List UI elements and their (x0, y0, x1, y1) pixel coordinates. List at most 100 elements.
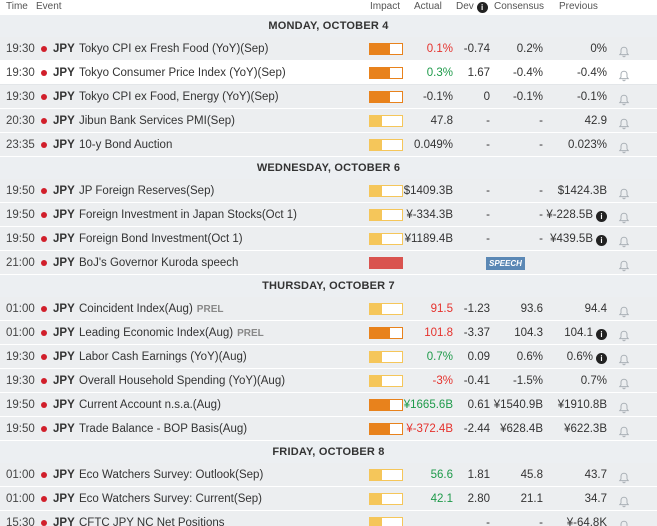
bell-icon[interactable] (618, 67, 630, 82)
event-time: 19:50 (6, 233, 35, 245)
previous-value: 43.7 (585, 463, 607, 487)
bell-icon[interactable] (618, 517, 630, 526)
event-name[interactable]: Trade Balance - BOP Basis(Aug) (79, 417, 247, 441)
event-row[interactable]: 21:00 JPY BoJ's Governor Kuroda speech SPEE… (0, 251, 657, 275)
event-time: 01:00 (6, 303, 35, 315)
previous-value: ¥-64.8K (567, 511, 607, 526)
bell-icon[interactable] (618, 115, 630, 130)
japan-flag-icon (41, 118, 47, 124)
event-currency: JPY (53, 209, 75, 221)
event-name-label: Eco Watchers Survey: Current(Sep) (79, 493, 262, 505)
event-name[interactable]: Eco Watchers Survey: Current(Sep) (79, 487, 262, 511)
bell-icon[interactable] (618, 233, 630, 248)
event-row[interactable]: 01:00 JPY Leading Economic Index(Aug) PREL 1… (0, 321, 657, 345)
event-row[interactable]: 15:30 JPY CFTC JPY NC Net Positions - - ¥-64.… (0, 511, 657, 526)
deviation-value: -0.74 (463, 43, 490, 55)
event-row[interactable]: 20:30 JPY Jibun Bank Services PMI(Sep) 47.8… (0, 109, 657, 133)
deviation-value: - (486, 233, 490, 245)
deviation-value: -0.41 (463, 375, 490, 387)
event-row[interactable]: 23:35 JPY 10-y Bond Auction 0.049% - - 0.023% (0, 133, 657, 157)
event-row[interactable]: 19:50 JPY Foreign Bond Investment(Oct 1) ¥1… (0, 227, 657, 251)
event-name[interactable]: JP Foreign Reserves(Sep) (79, 179, 214, 203)
event-name[interactable]: Overall Household Spending (YoY)(Aug) (79, 369, 285, 393)
bell-icon[interactable] (618, 257, 630, 272)
event-row[interactable]: 19:50 JPY Current Account n.s.a.(Aug) ¥1665… (0, 393, 657, 417)
bell-icon[interactable] (618, 423, 630, 438)
header-consensus[interactable]: Consensus (494, 1, 545, 12)
bell-icon[interactable] (618, 327, 630, 342)
event-name[interactable]: Eco Watchers Survey: Outlook(Sep) (79, 463, 263, 487)
actual-value: ¥1665.6B (403, 399, 453, 411)
header-impact[interactable]: Impact (370, 1, 401, 12)
revision-info-icon[interactable]: i (596, 329, 607, 340)
event-row[interactable]: 01:00 JPY Eco Watchers Survey: Current(Sep… (0, 487, 657, 511)
revision-info-icon[interactable]: i (596, 235, 607, 246)
impact-fill (369, 351, 381, 363)
event-name[interactable]: CFTC JPY NC Net Positions (79, 511, 225, 526)
impact-indicator (369, 43, 403, 55)
speech-badge[interactable]: SPEECH (486, 257, 525, 270)
header-time[interactable]: Time (6, 1, 28, 12)
header-actual[interactable]: Actual (414, 1, 442, 12)
consensus-value: - (539, 209, 543, 221)
consensus-value: -0.1% (512, 91, 543, 103)
previous-value: 0% (590, 37, 607, 61)
impact-indicator (369, 327, 403, 339)
header-previous[interactable]: Previous (559, 1, 598, 12)
bell-icon[interactable] (618, 375, 630, 390)
bell-icon[interactable] (618, 303, 630, 318)
event-row[interactable]: 19:30 JPY Labor Cash Earnings (YoY)(Aug) 0.… (0, 345, 657, 369)
event-name[interactable]: Labor Cash Earnings (YoY)(Aug) (79, 345, 247, 369)
event-name[interactable]: Foreign Investment in Japan Stocks(Oct 1… (79, 203, 297, 227)
impact-indicator (369, 303, 403, 315)
impact-indicator (369, 67, 403, 79)
bell-icon[interactable] (618, 469, 630, 484)
event-row[interactable]: 19:30 JPY Overall Household Spending (YoY)… (0, 369, 657, 393)
table-header: Time Event Impact Actual Dev i Consensus… (0, 0, 657, 15)
event-name[interactable]: Foreign Bond Investment(Oct 1) (79, 227, 243, 251)
event-time: 21:00 (6, 257, 35, 269)
event-name[interactable]: 10-y Bond Auction (79, 133, 172, 157)
event-row[interactable]: 19:50 JPY Foreign Investment in Japan Stoc… (0, 203, 657, 227)
japan-flag-icon (41, 70, 47, 76)
bell-icon[interactable] (618, 185, 630, 200)
bell-icon[interactable] (618, 493, 630, 508)
event-row[interactable]: 01:00 JPY Eco Watchers Survey: Outlook(Sep… (0, 463, 657, 487)
bell-icon[interactable] (618, 91, 630, 106)
consensus-value: -1.5% (512, 375, 543, 387)
event-name-label: Current Account n.s.a.(Aug) (79, 399, 221, 411)
header-event[interactable]: Event (36, 1, 62, 12)
event-name-label: Coincident Index(Aug) (79, 303, 193, 315)
deviation-value: - (486, 185, 490, 197)
bell-icon[interactable] (618, 351, 630, 366)
event-name[interactable]: BoJ's Governor Kuroda speech (79, 251, 238, 275)
event-row[interactable]: 19:50 JPY Trade Balance - BOP Basis(Aug) ¥-… (0, 417, 657, 441)
bell-icon[interactable] (618, 43, 630, 58)
bell-icon[interactable] (618, 399, 630, 414)
event-name[interactable]: Current Account n.s.a.(Aug) (79, 393, 221, 417)
event-name[interactable]: Coincident Index(Aug) PREL (79, 297, 223, 322)
event-row[interactable]: 01:00 JPY Coincident Index(Aug) PREL 91.5 -1.… (0, 297, 657, 321)
event-row[interactable]: 19:30 JPY Tokyo CPI ex Fresh Food (YoY)(Se… (0, 37, 657, 61)
event-name[interactable]: Leading Economic Index(Aug) PREL (79, 321, 264, 346)
event-row[interactable]: 19:50 JPY JP Foreign Reserves(Sep) $1409.3B… (0, 179, 657, 203)
event-name-label: Overall Household Spending (YoY)(Aug) (79, 375, 286, 387)
event-name-label: Jibun Bank Services PMI(Sep) (79, 115, 235, 127)
bell-icon[interactable] (618, 209, 630, 224)
event-row[interactable]: 19:30 JPY Tokyo Consumer Price Index (YoY)… (0, 61, 657, 85)
previous-value-text: 0% (590, 43, 607, 55)
bell-icon[interactable] (618, 139, 630, 154)
previous-value: 0.7% (581, 369, 607, 393)
revision-info-icon[interactable]: i (596, 353, 607, 364)
event-time: 19:30 (6, 67, 35, 79)
event-name[interactable]: Tokyo Consumer Price Index (YoY)(Sep) (79, 61, 286, 85)
previous-value: -0.4% (577, 61, 607, 85)
info-icon[interactable]: i (476, 2, 488, 13)
event-name[interactable]: Tokyo CPI ex Food, Energy (YoY)(Sep) (79, 85, 279, 109)
event-name[interactable]: Jibun Bank Services PMI(Sep) (79, 109, 235, 133)
event-name[interactable]: Tokyo CPI ex Fresh Food (YoY)(Sep) (79, 37, 268, 61)
impact-indicator (369, 351, 403, 363)
revision-info-icon[interactable]: i (596, 211, 607, 222)
event-row[interactable]: 19:30 JPY Tokyo CPI ex Food, Energy (YoY)(… (0, 85, 657, 109)
header-dev[interactable]: Dev i (456, 1, 488, 13)
